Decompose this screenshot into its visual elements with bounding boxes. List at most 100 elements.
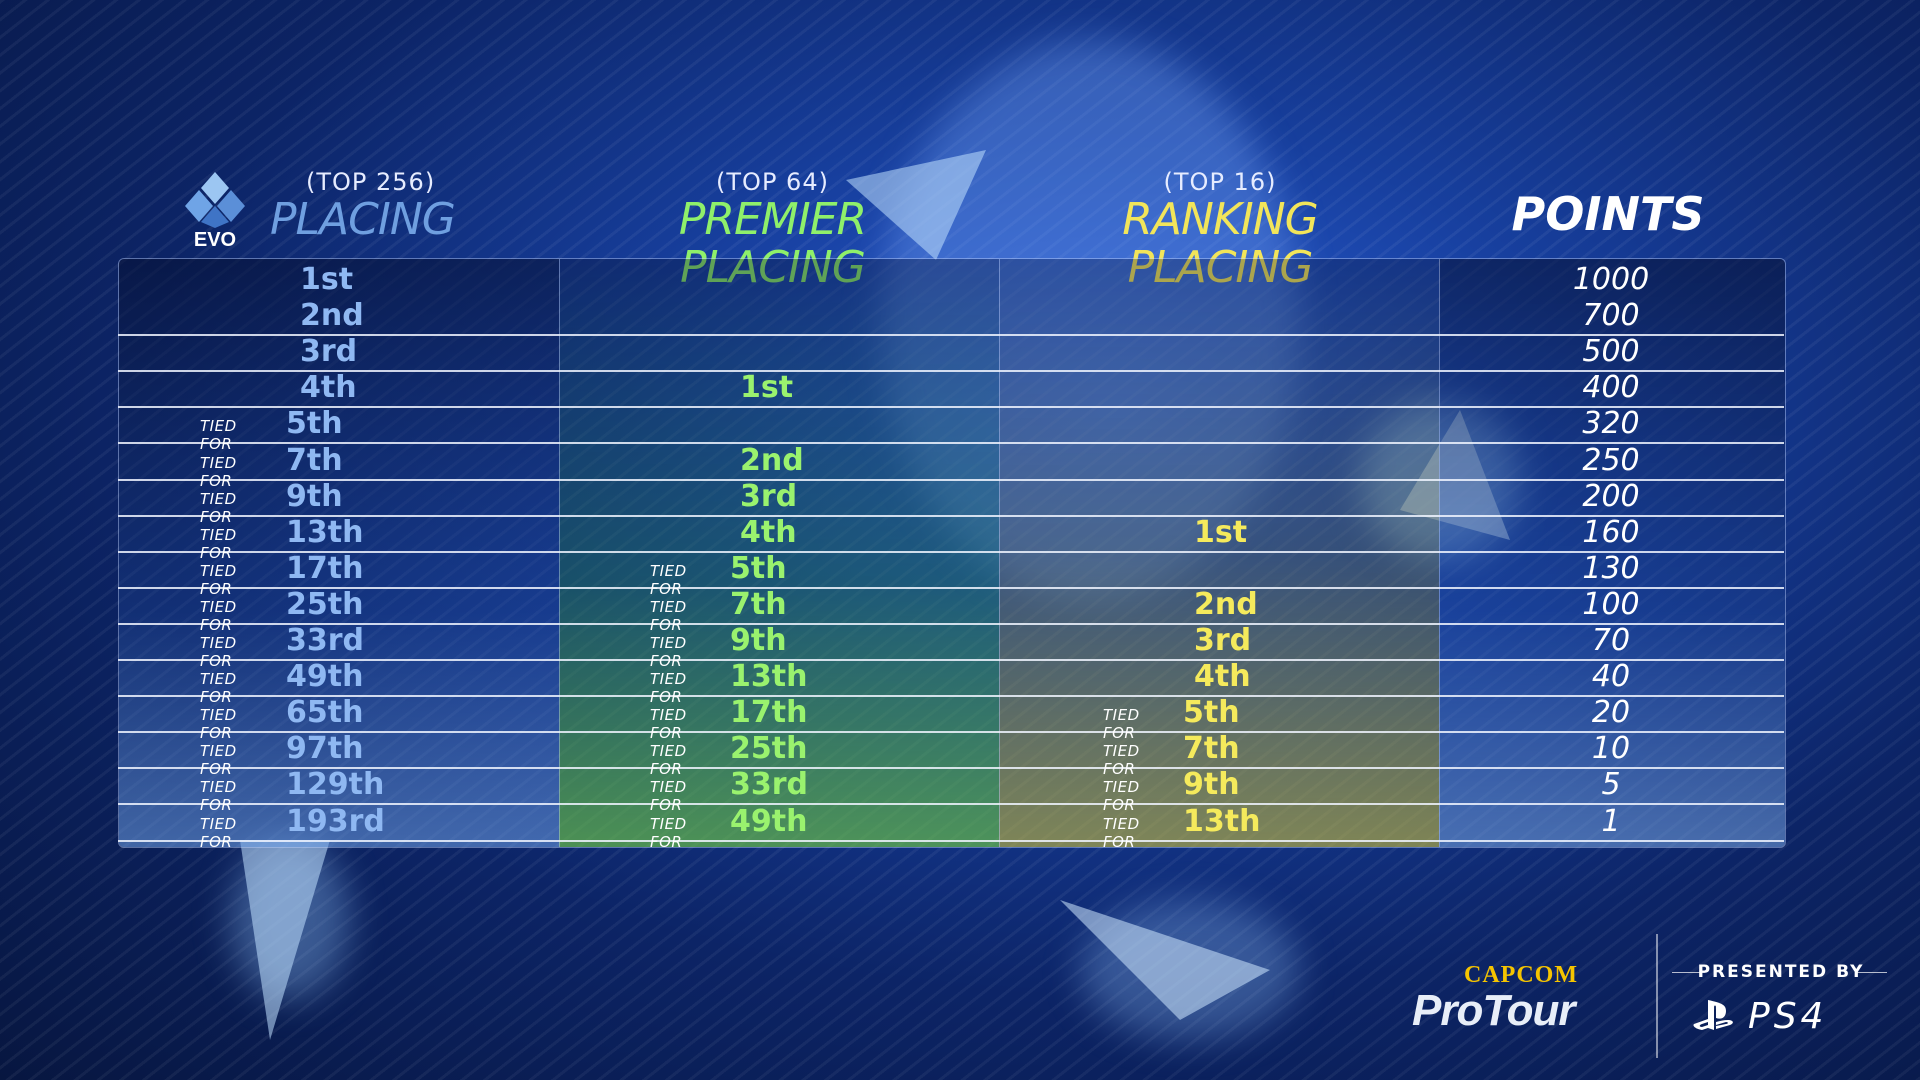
tied-for-label: TIED FOR bbox=[200, 417, 237, 454]
premier-value: 2nd bbox=[740, 442, 804, 478]
ranking-value: 7th bbox=[1183, 731, 1240, 767]
points-value: 10 bbox=[1591, 731, 1631, 767]
table-row: 4th 1st 400 bbox=[118, 370, 1784, 406]
table-row: 2nd 700 bbox=[118, 298, 1784, 334]
points-cell: 500 bbox=[1438, 334, 1784, 370]
tied-for-label: TIED FOR bbox=[1103, 706, 1140, 743]
placing-column bbox=[119, 259, 559, 847]
tied-for-label: TIED FOR bbox=[1103, 742, 1140, 779]
points-cell: 250 bbox=[1438, 443, 1784, 479]
tied-for-label: TIED FOR bbox=[200, 561, 237, 598]
points-column bbox=[1439, 259, 1785, 847]
background-shard bbox=[1060, 900, 1270, 1020]
tied-for-label: TIED FOR bbox=[200, 597, 237, 634]
table-row: TIED FOR 97th TIED FOR 25th TIED FOR 7th 10 bbox=[118, 731, 1784, 778]
premier-column bbox=[559, 259, 999, 847]
premier-value: 13th bbox=[730, 659, 808, 695]
points-value: 5 bbox=[1601, 767, 1621, 803]
points-value: 40 bbox=[1591, 659, 1631, 695]
presented-by-rule bbox=[1855, 972, 1887, 973]
placing-value: 9th bbox=[286, 478, 343, 514]
tied-for-label: TIED FOR bbox=[650, 634, 687, 670]
placing-header-title: PLACING bbox=[270, 194, 456, 245]
premier-header-sub: (TOP 64) bbox=[716, 168, 829, 196]
points-cell: 320 bbox=[1438, 406, 1784, 442]
points-value: 320 bbox=[1582, 406, 1640, 442]
points-cell: 400 bbox=[1438, 370, 1784, 406]
points-header: POINTS bbox=[1438, 190, 1778, 238]
presented-by-rule bbox=[1672, 972, 1702, 973]
premier-value: 17th bbox=[730, 695, 808, 731]
tied-for-label: TIED FOR bbox=[200, 489, 237, 526]
table-row: TIED FOR 129th TIED FOR 33rd TIED FOR 9th 5 bbox=[118, 767, 1784, 814]
placing-value: 129th bbox=[286, 767, 385, 803]
tied-for-label: TIED FOR bbox=[1103, 778, 1140, 815]
points-cell: 10 bbox=[1438, 731, 1784, 767]
points-cell: 40 bbox=[1438, 659, 1784, 695]
tied-for-label: TIED FOR bbox=[200, 634, 237, 670]
background-glow bbox=[1080, 900, 1300, 1040]
premier-value: 25th bbox=[730, 731, 808, 767]
points-value: 130 bbox=[1582, 550, 1640, 586]
premier-value: 33rd bbox=[730, 767, 809, 803]
tied-for-label: TIED FOR bbox=[200, 670, 237, 707]
table-row: TIED FOR 7th 2nd 250 bbox=[118, 442, 1784, 490]
ps4-logo: PS4 bbox=[1748, 996, 1828, 1037]
tied-for-label: TIED FOR bbox=[200, 742, 237, 779]
ranking-value: 13th bbox=[1183, 803, 1261, 839]
table-row: TIED FOR 17th TIED FOR 5th 130 bbox=[118, 551, 1784, 598]
table-row: TIED FOR 25th TIED FOR 7th 2nd 100 bbox=[118, 586, 1784, 634]
points-header-title: POINTS bbox=[1511, 187, 1705, 241]
premier-value: 49th bbox=[730, 803, 808, 839]
background-glow bbox=[230, 840, 350, 1000]
tied-for-label: TIED FOR bbox=[200, 814, 237, 851]
placing-value: 193rd bbox=[286, 803, 385, 839]
table-row: TIED FOR 13th 4th 1st 160 bbox=[118, 514, 1784, 562]
placing-value: 2nd bbox=[300, 298, 364, 334]
points-value: 200 bbox=[1582, 478, 1640, 514]
capcom-logo: CAPCOM bbox=[1464, 962, 1578, 988]
placing-value: 3rd bbox=[300, 334, 358, 370]
points-cell: 130 bbox=[1438, 551, 1784, 587]
placing-value: 4th bbox=[300, 370, 357, 406]
points-value: 160 bbox=[1582, 514, 1640, 550]
ranking-value: 9th bbox=[1183, 767, 1240, 803]
tied-for-label: TIED FOR bbox=[650, 597, 687, 634]
presented-by-label: PRESENTED BY bbox=[1697, 962, 1865, 982]
table-row: TIED FOR 9th 3rd 200 bbox=[118, 478, 1784, 526]
table-row: TIED FOR 49th TIED FOR 13th 4th 40 bbox=[118, 659, 1784, 706]
tied-for-label: TIED FOR bbox=[200, 525, 237, 562]
evo-logo-icon: EVO bbox=[185, 172, 245, 250]
ranking-value: 1st bbox=[1194, 514, 1248, 550]
placing-value: 33rd bbox=[286, 623, 365, 658]
table-row: TIED FOR 193rd TIED FOR 49th TIED FOR 13th 1 bbox=[118, 803, 1784, 851]
points-cell: 5 bbox=[1438, 767, 1784, 803]
table-row: 3rd 500 bbox=[118, 334, 1784, 370]
table-row: 1st 1000 bbox=[118, 262, 1784, 298]
placing-value: 25th bbox=[286, 586, 364, 622]
protour-logo: ProTour bbox=[1412, 986, 1575, 1035]
tied-for-label: TIED FOR bbox=[650, 670, 687, 707]
ranking-header-sub: (TOP 16) bbox=[1163, 168, 1277, 196]
points-value: 1000 bbox=[1572, 262, 1650, 297]
placing-value: 13th bbox=[286, 514, 364, 550]
tied-for-label: TIED FOR bbox=[1103, 814, 1140, 851]
points-cell: 700 bbox=[1438, 298, 1784, 334]
points-cell: 100 bbox=[1438, 587, 1784, 623]
placing-value: 49th bbox=[286, 659, 364, 695]
premier-value: 3rd bbox=[740, 478, 798, 514]
ranking-value: 2nd bbox=[1194, 586, 1258, 622]
points-value: 700 bbox=[1582, 298, 1640, 334]
evo-logo-text: EVO bbox=[194, 229, 236, 250]
placing-header-sub: (TOP 256) bbox=[306, 168, 436, 196]
placing-value: 7th bbox=[286, 442, 343, 478]
premier-value: 9th bbox=[730, 623, 787, 658]
points-value: 100 bbox=[1582, 586, 1640, 622]
ranking-value: 5th bbox=[1183, 695, 1240, 731]
tied-for-label: TIED FOR bbox=[200, 453, 237, 490]
placing-value: 65th bbox=[286, 695, 364, 731]
tied-for-label: TIED FOR bbox=[200, 778, 237, 815]
tied-for-label: TIED FOR bbox=[650, 561, 687, 598]
points-cell: 20 bbox=[1438, 695, 1784, 731]
table-row: TIED FOR 33rd TIED FOR 9th 3rd 70 bbox=[118, 623, 1784, 670]
